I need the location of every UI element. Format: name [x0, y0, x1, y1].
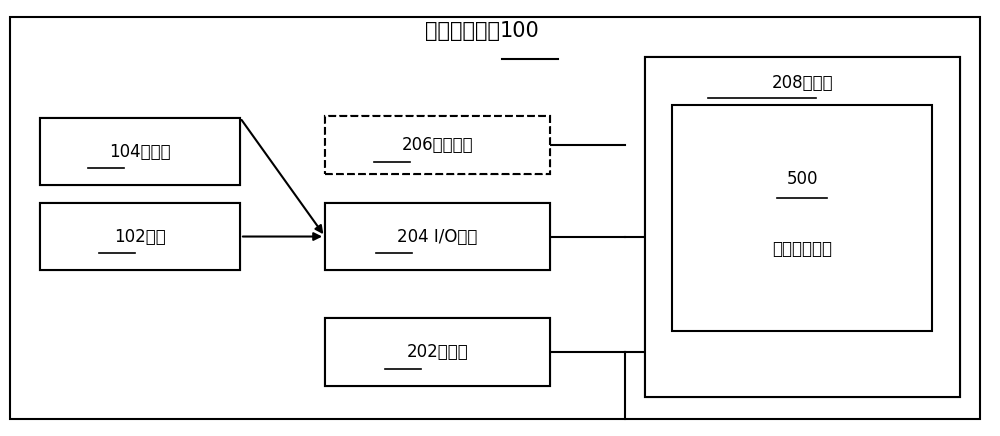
Text: 500: 500 — [786, 170, 818, 188]
Text: 204 I/O接口: 204 I/O接口 — [397, 228, 478, 245]
Bar — [40, 203, 240, 270]
Bar — [672, 105, 932, 331]
Bar — [325, 116, 550, 174]
Bar — [325, 203, 550, 270]
Text: 206网络接口: 206网络接口 — [402, 136, 473, 154]
Text: 手势感应系统: 手势感应系统 — [772, 239, 832, 258]
Bar — [325, 318, 550, 386]
Bar — [325, 116, 550, 174]
Text: 100: 100 — [500, 21, 540, 41]
Bar — [645, 57, 960, 397]
Text: 手势控制设备: 手势控制设备 — [425, 21, 500, 41]
Bar — [40, 118, 240, 185]
Text: 104显示屏: 104显示屏 — [109, 143, 171, 160]
Bar — [325, 318, 550, 386]
Text: 202处理器: 202处理器 — [407, 343, 468, 361]
Text: 102相机: 102相机 — [114, 228, 166, 245]
Text: 208存储器: 208存储器 — [772, 74, 833, 92]
Bar — [40, 118, 240, 185]
Bar — [40, 203, 240, 270]
Bar — [672, 105, 932, 331]
Bar — [645, 57, 960, 397]
Bar — [325, 203, 550, 270]
